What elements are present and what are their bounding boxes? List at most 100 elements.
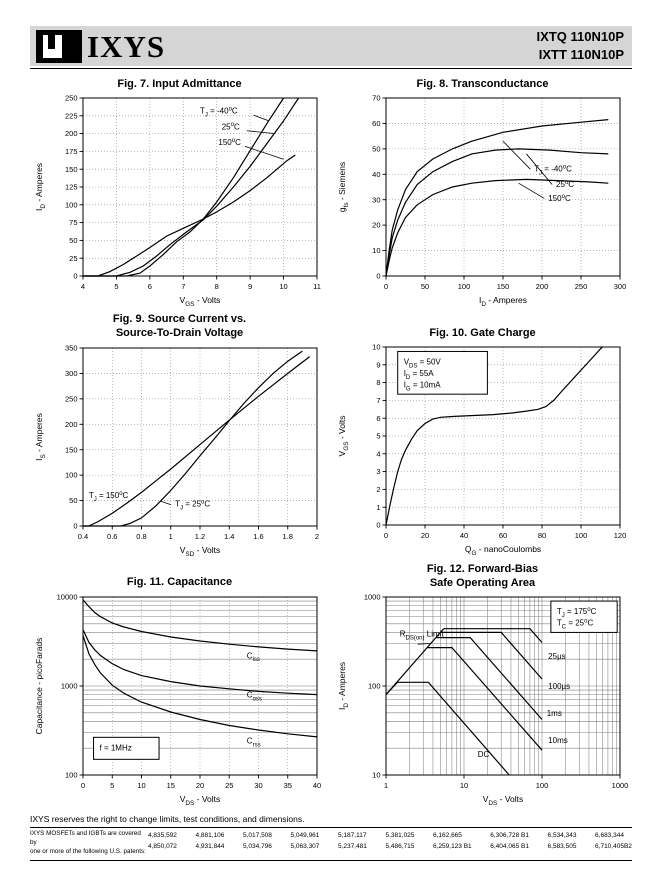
svg-text:ID = 55A: ID = 55A	[403, 369, 434, 381]
svg-text:60: 60	[372, 119, 380, 128]
svg-text:100: 100	[64, 470, 77, 479]
svg-text:10000: 10000	[56, 592, 77, 601]
svg-text:VDS = 50V: VDS = 50V	[403, 357, 441, 369]
svg-text:150: 150	[64, 165, 77, 174]
svg-text:200: 200	[64, 129, 77, 138]
svg-text:Capacitance - picoFarads: Capacitance - picoFarads	[34, 637, 44, 734]
svg-text:10: 10	[372, 343, 380, 352]
figure-11: Fig. 11. Capacitance 0 5 10 15 20 25 30 35 40 100…	[30, 562, 329, 812]
svg-text:10: 10	[459, 781, 467, 790]
svg-text:50: 50	[372, 144, 380, 153]
svg-text:25µs: 25µs	[548, 652, 566, 661]
figure-10-title: Fig. 10. Gate Charge	[429, 326, 536, 339]
svg-text:VGS - Volts: VGS - Volts	[179, 295, 220, 308]
svg-text:0.8: 0.8	[136, 532, 146, 541]
svg-text:3: 3	[376, 467, 380, 476]
svg-text:9: 9	[376, 360, 380, 369]
brand-name: IXYS	[87, 28, 166, 64]
header-divider	[30, 68, 632, 69]
svg-text:150: 150	[64, 445, 77, 454]
svg-text:25oC: 25oC	[556, 180, 574, 189]
svg-text:20: 20	[420, 531, 428, 540]
ixys-logo: IXYS	[30, 28, 166, 64]
patent-numbers-column: 5,381,025 5,486,715	[385, 832, 415, 851]
svg-text:Crss: Crss	[246, 736, 260, 748]
patents-columns: 4,835,592 4,850,072 4,881,106 4,931,844 5,01…	[148, 830, 632, 852]
svg-text:80: 80	[537, 531, 545, 540]
svg-text:VDS - Volts: VDS - Volts	[179, 794, 220, 807]
svg-text:6: 6	[147, 282, 151, 291]
svg-text:TJ = 175oC: TJ = 175oC	[556, 607, 596, 619]
patent-numbers-column: 4,835,592 4,850,072	[148, 832, 177, 851]
svg-text:TC = 25oC: TC = 25oC	[556, 619, 593, 631]
svg-text:2: 2	[314, 532, 318, 541]
figure-10: Fig. 10. Gate Charge 0 20 40 60 80 100 120 0 1 2 3…	[333, 312, 632, 562]
charts-grid: Fig. 7. Input Admittance 4 5 6 7 8 9 10 11 0 25 50…	[30, 73, 632, 811]
svg-text:10: 10	[372, 246, 380, 255]
patent-numbers-column: 6,683,344 6,710,405B2	[595, 832, 632, 851]
svg-text:1000: 1000	[611, 781, 628, 790]
svg-text:40: 40	[312, 781, 320, 790]
svg-text:1ms: 1ms	[546, 709, 561, 718]
svg-text:120: 120	[613, 531, 626, 540]
svg-text:ID - Amperes: ID - Amperes	[34, 163, 47, 211]
svg-text:40: 40	[459, 531, 467, 540]
patents-section: IXYS MOSFETs and IGBTs are covered by on…	[30, 827, 632, 861]
figure-12: Fig. 12. Forward-Bias Safe Operating Are…	[333, 562, 632, 812]
svg-text:1.4: 1.4	[224, 532, 234, 541]
patents-intro: IXYS MOSFETs and IGBTs are covered by on…	[30, 830, 148, 856]
svg-text:4: 4	[376, 449, 380, 458]
svg-text:250: 250	[64, 394, 77, 403]
svg-text:11: 11	[313, 282, 321, 291]
svg-text:300: 300	[613, 282, 626, 291]
svg-text:1.8: 1.8	[282, 532, 292, 541]
svg-text:TJ = 150oC: TJ = 150oC	[88, 490, 128, 502]
svg-text:10: 10	[137, 781, 145, 790]
svg-text:25: 25	[225, 781, 233, 790]
svg-text:350: 350	[64, 343, 77, 352]
svg-text:100: 100	[457, 282, 470, 291]
svg-text:9: 9	[248, 282, 252, 291]
svg-text:10ms: 10ms	[548, 736, 568, 745]
chart-capacitance: 0 5 10 15 20 25 30 35 40 100 1000 10000 VDS - Volts C…	[34, 592, 321, 807]
svg-text:35: 35	[283, 781, 291, 790]
svg-text:10: 10	[279, 282, 287, 291]
svg-text:50: 50	[420, 282, 428, 291]
svg-text:1.6: 1.6	[253, 532, 263, 541]
ixys-logo-mark	[36, 29, 82, 63]
figure-12-title: Fig. 12. Forward-Bias Safe Operating Are…	[426, 562, 539, 589]
svg-text:VDS - Volts: VDS - Volts	[482, 794, 523, 807]
svg-text:250: 250	[574, 282, 587, 291]
svg-text:20: 20	[195, 781, 203, 790]
svg-text:100: 100	[64, 770, 77, 779]
svg-text:20: 20	[372, 221, 380, 230]
svg-text:DC: DC	[477, 750, 489, 759]
svg-text:gfs - Siemens: gfs - Siemens	[337, 162, 350, 212]
svg-text:0: 0	[73, 272, 77, 281]
svg-text:IG = 10mA: IG = 10mA	[403, 380, 441, 392]
patent-numbers-column: 5,049,961 5,063,307	[290, 832, 320, 851]
svg-text:150: 150	[496, 282, 509, 291]
svg-text:1: 1	[383, 781, 387, 790]
change-notice: IXYS reserves the right to change limits…	[30, 814, 305, 825]
svg-text:IS - Amperes: IS - Amperes	[34, 413, 47, 461]
svg-text:50: 50	[69, 496, 77, 505]
svg-text:8: 8	[376, 378, 380, 387]
svg-text:225: 225	[64, 111, 77, 120]
patent-numbers-column: 6,534,343 6,583,505	[547, 832, 577, 851]
svg-text:1: 1	[168, 532, 172, 541]
patents-intro-line1: IXYS MOSFETs and IGBTs are covered by	[30, 830, 141, 846]
svg-text:1000: 1000	[60, 681, 77, 690]
svg-text:VGS - Volts: VGS - Volts	[337, 416, 350, 457]
chart-source-current: 0.4 0.6 0.8 1 1.2 1.4 1.6 1.8 2 0 50 100 150 200 250 30…	[34, 343, 319, 557]
svg-text:7: 7	[376, 396, 380, 405]
svg-text:0: 0	[73, 521, 77, 530]
svg-text:8: 8	[214, 282, 218, 291]
svg-text:0: 0	[80, 781, 84, 790]
svg-text:0: 0	[376, 272, 380, 281]
svg-text:15: 15	[166, 781, 174, 790]
svg-text:ID - Amperes: ID - Amperes	[478, 295, 526, 308]
figure-7: Fig. 7. Input Admittance 4 5 6 7 8 9 10 11 0 25 50…	[30, 73, 329, 312]
